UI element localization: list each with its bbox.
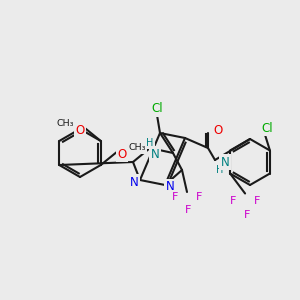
Text: F: F	[196, 192, 202, 202]
Text: Cl: Cl	[261, 122, 273, 135]
Text: N: N	[220, 155, 230, 169]
Text: N: N	[130, 176, 138, 188]
Text: F: F	[230, 196, 236, 206]
Text: O: O	[117, 148, 126, 160]
Text: CH₃: CH₃	[56, 119, 74, 128]
Text: F: F	[172, 192, 178, 202]
Text: F: F	[244, 211, 250, 220]
Text: F: F	[254, 196, 260, 206]
Text: N: N	[151, 148, 159, 160]
Text: O: O	[213, 124, 223, 137]
Text: H: H	[146, 138, 154, 148]
Text: F: F	[185, 205, 191, 215]
Text: Cl: Cl	[151, 103, 163, 116]
Text: N: N	[166, 181, 174, 194]
Text: O: O	[75, 124, 84, 136]
Text: H: H	[216, 165, 224, 175]
Text: CH₃: CH₃	[128, 143, 146, 152]
